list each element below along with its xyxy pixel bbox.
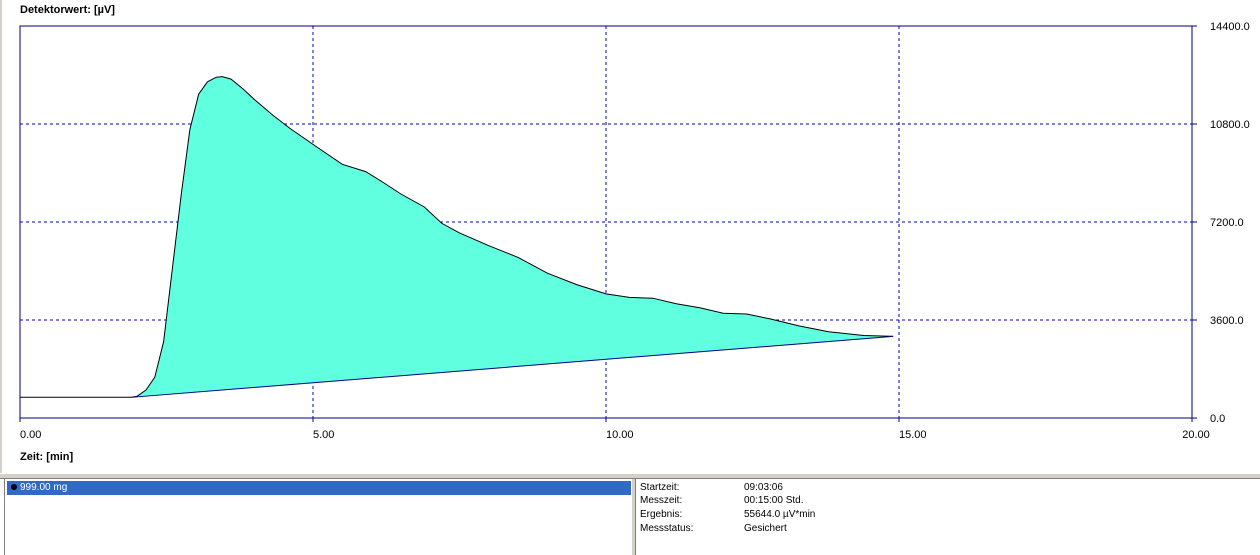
info-label: Messstatus: <box>640 523 694 534</box>
panel-splitter[interactable] <box>631 479 636 555</box>
peak-area <box>131 76 894 398</box>
baseline-line <box>131 335 894 398</box>
measurement-info-panel: Startzeit: 09:03:06 Messzeit: 00:15:00 S… <box>636 479 1260 555</box>
y-tick-label: 0.0 <box>1210 413 1225 425</box>
window-left-edge <box>0 0 2 476</box>
y-tick-label: 7200.0 <box>1210 217 1244 229</box>
panel-divider[interactable] <box>0 473 1260 479</box>
chromatogram-chart: 0.0 3600.0 7200.0 10800.0 14400.0 0.00 5.00 10… <box>19 21 1250 441</box>
x-axis-title: Zeit: [min] <box>20 451 74 463</box>
x-tick-label: 10.00 <box>606 429 634 441</box>
x-tick-label: 5.00 <box>313 429 334 441</box>
sample-list[interactable]: 999.00 mg <box>4 479 631 555</box>
signal-line <box>20 76 894 398</box>
info-value: 09:03:06 <box>744 482 783 493</box>
x-tick-label: 15.00 <box>899 429 927 441</box>
info-label: Startzeit: <box>640 482 680 493</box>
y-tick-label: 10800.0 <box>1210 119 1250 131</box>
y-tick-label: 3600.0 <box>1210 315 1244 327</box>
info-label: Ergebnis: <box>640 509 683 520</box>
y-tick-label: 14400.0 <box>1210 21 1250 33</box>
x-tick-label: 20.00 <box>1182 429 1210 441</box>
info-value: 55644.0 µV*min <box>744 509 816 520</box>
sample-item-label: 999.00 mg <box>20 482 68 493</box>
x-tick-label: 0.00 <box>20 429 41 441</box>
info-label: Messzeit: <box>640 495 683 506</box>
y-axis-title: Detektorwert: [µV] <box>20 4 115 16</box>
sample-list-item[interactable]: 999.00 mg <box>7 481 631 495</box>
info-value: Gesichert <box>744 523 787 534</box>
info-value: 00:15:00 Std. <box>744 495 804 506</box>
bullet-icon <box>11 484 17 490</box>
